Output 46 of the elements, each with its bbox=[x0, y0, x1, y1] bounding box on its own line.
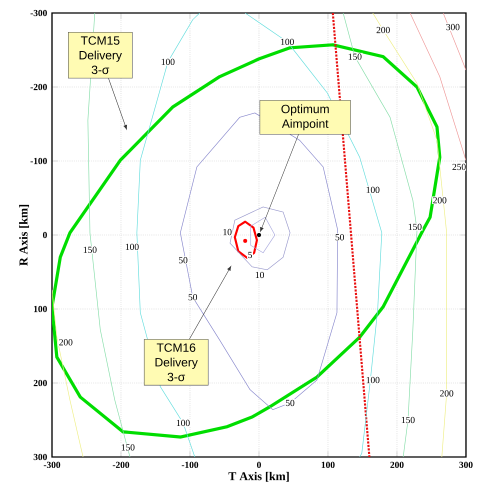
annotation: 150 bbox=[122, 444, 135, 451]
line-series bbox=[234, 220, 258, 260]
x-tick-label: 200 bbox=[390, 462, 404, 468]
y-tick-label: 0 bbox=[42, 232, 47, 238]
y-axis-title: R Axis [km] bbox=[19, 204, 30, 266]
point bbox=[256, 233, 261, 238]
annotation: 250 bbox=[452, 164, 466, 170]
x-tick-label: -300 bbox=[44, 462, 60, 468]
annotation: 100 bbox=[162, 58, 175, 65]
x-axis-title: T Axis [km] bbox=[228, 472, 289, 482]
x-tick-label: -200 bbox=[112, 462, 130, 468]
annotation: 300 bbox=[446, 24, 460, 30]
annotation: 100 bbox=[366, 376, 380, 384]
x-tick-label: 100 bbox=[322, 462, 335, 468]
annotation: TCM15 Delivery 3-σ bbox=[80, 36, 122, 74]
point bbox=[243, 238, 248, 243]
annotation: 10 bbox=[223, 228, 232, 236]
y-tick-label: 200 bbox=[34, 380, 47, 386]
x-tick-label: 0 bbox=[257, 462, 261, 468]
annotation: 200 bbox=[59, 339, 72, 346]
y-tick-label: -100 bbox=[30, 158, 47, 164]
line-series bbox=[250, 216, 276, 254]
annotation: 50 bbox=[286, 400, 294, 406]
annotation: 100 bbox=[126, 244, 139, 250]
y-tick-label: -200 bbox=[30, 84, 47, 90]
y-tick-label: 100 bbox=[34, 306, 47, 312]
line-series bbox=[230, 206, 290, 270]
annotation: TCM16 Delivery 3-σ bbox=[156, 343, 198, 382]
annotation: 200 bbox=[440, 390, 454, 397]
annotation: 100 bbox=[366, 186, 380, 194]
annotation: 150 bbox=[348, 54, 362, 60]
x-tick-label: 300 bbox=[459, 462, 473, 468]
y-tick-label: 300 bbox=[34, 454, 47, 460]
annotation: 150 bbox=[402, 416, 415, 424]
x-tick-label: -100 bbox=[182, 462, 198, 468]
annotation: 150 bbox=[408, 224, 422, 230]
annotation: 10 bbox=[256, 272, 264, 278]
annotation: 150 bbox=[84, 246, 97, 253]
annotation: 200 bbox=[376, 26, 390, 34]
annotation: Optimum Aimpoint bbox=[281, 104, 329, 130]
annotation: 5 bbox=[248, 252, 252, 258]
y-tick-label: -300 bbox=[30, 10, 47, 16]
line-series bbox=[52, 289, 84, 457]
annotation: 50 bbox=[178, 257, 188, 264]
annotation: 50 bbox=[336, 234, 344, 240]
annotation: 200 bbox=[433, 197, 446, 204]
